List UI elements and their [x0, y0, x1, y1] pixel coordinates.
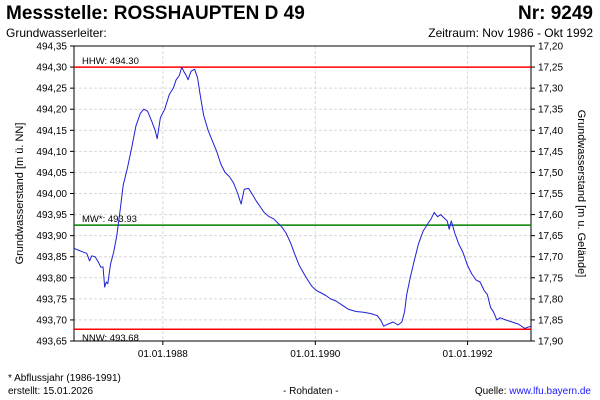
reference-label-min: NNW: 493.68	[82, 333, 139, 344]
page-title: Messstelle: ROSSHAUPTEN D 49	[6, 3, 305, 24]
series-line-groundwater	[73, 66, 532, 329]
period-label: Zeitraum: Nov 1986 - Okt 1992	[428, 26, 593, 40]
y-tick-label: 494,30	[36, 63, 67, 74]
y-tick-label: 493,90	[36, 231, 67, 242]
y2-tick-label: 17,85	[538, 315, 563, 326]
y2-tick-label: 17,80	[538, 294, 563, 305]
y2-tick-label: 17,25	[538, 63, 563, 74]
y-tick-label: 493,65	[36, 337, 67, 348]
y2-tick-label: 17,30	[538, 84, 563, 95]
footnote: * Abflussjahr (1986-1991)	[8, 373, 121, 384]
y2-tick-label: 17,45	[538, 147, 563, 158]
y-axis-title: Grundwasserstand [m ü. NN]	[14, 123, 26, 265]
y-tick-label: 493,75	[36, 294, 67, 305]
y2-tick-label: 17,90	[538, 337, 563, 348]
reference-label-max: HHW: 494.30	[82, 56, 139, 67]
y-tick-label: 494,10	[36, 147, 67, 158]
y-tick-label: 494,25	[36, 84, 67, 95]
y-tick-label: 494,20	[36, 105, 67, 116]
y2-tick-label: 17,60	[538, 210, 563, 221]
y-tick-label: 493,80	[36, 273, 67, 284]
y-tick-label: 494,05	[36, 168, 67, 179]
x-tick-label: 01.01.1990	[290, 349, 340, 360]
y-tick-label: 493,95	[36, 210, 67, 221]
y2-tick-label: 17,70	[538, 252, 563, 263]
y2-axis-title: Grundwasserstand [m u. Gelände]	[575, 110, 587, 278]
aquifer-label: Grundwasserleiter:	[6, 26, 107, 40]
station-number: Nr: 9249	[518, 3, 593, 24]
raw-data-label: - Rohdaten -	[283, 386, 339, 397]
y2-tick-label: 17,65	[538, 231, 563, 242]
y2-tick-label: 17,75	[538, 273, 563, 284]
source-link[interactable]: www.lfu.bayern.de	[509, 386, 591, 397]
y2-tick-label: 17,35	[538, 105, 563, 116]
y-tick-label: 493,70	[36, 315, 67, 326]
y-tick-label: 493,85	[36, 252, 67, 263]
y2-tick-label: 17,20	[538, 42, 563, 53]
x-tick-label: 01.01.1988	[138, 349, 188, 360]
source: Quelle: www.lfu.bayern.de	[475, 386, 591, 397]
y2-tick-label: 17,50	[538, 168, 563, 179]
plot-frame	[73, 45, 532, 342]
created-date: erstellt: 15.01.2026	[8, 386, 94, 397]
y2-tick-label: 17,40	[538, 126, 563, 137]
y2-tick-label: 17,55	[538, 189, 563, 200]
reference-label-mean: MW*: 493.93	[82, 214, 137, 225]
x-tick-label: 01.01.1992	[443, 349, 493, 360]
y-tick-label: 494,15	[36, 126, 67, 137]
source-prefix: Quelle:	[474, 386, 510, 397]
y-tick-label: 494,00	[36, 189, 67, 200]
y-tick-label: 494,35	[36, 42, 67, 53]
